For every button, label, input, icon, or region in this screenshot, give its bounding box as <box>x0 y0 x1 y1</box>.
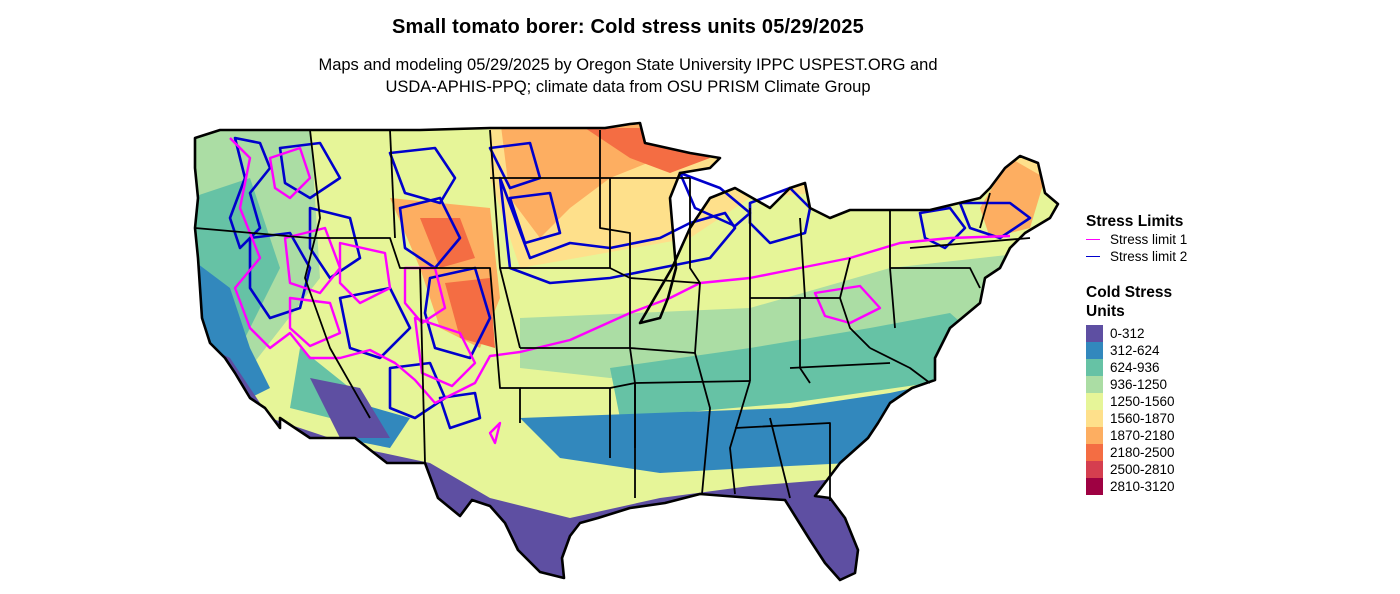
state-border <box>889 267 896 329</box>
cold-stress-zone <box>310 378 390 438</box>
csu-swatch <box>1086 325 1103 342</box>
map-title: Small tomato borer: Cold stress units 05… <box>392 16 864 38</box>
csu-legend-items: 0-312 312-624 624-936 936-1250 1250-1560 1560… <box>1086 325 1196 495</box>
cold-stress-zone <box>520 380 950 473</box>
csu-label: 2500-2810 <box>1110 462 1175 477</box>
stress-limit-1-contour <box>229 137 1011 405</box>
csu-swatch <box>1086 342 1103 359</box>
state-border <box>890 267 981 289</box>
csu-legend-item: 1250-1560 <box>1086 393 1196 410</box>
stress-limits-legend-title: Stress Limits <box>1086 213 1184 230</box>
csu-swatch <box>1086 393 1103 410</box>
csu-label: 1560-1870 <box>1110 411 1175 426</box>
csu-legend-item: 1560-1870 <box>1086 410 1196 427</box>
csu-legend-title: Cold Stress Units <box>1086 284 1173 320</box>
state-border <box>789 362 891 369</box>
stress-limit-1-contour <box>288 296 342 348</box>
state-border <box>599 130 631 348</box>
csu-label: 2180-2500 <box>1110 445 1175 460</box>
csu-legend-item: 312-624 <box>1086 342 1196 359</box>
stress-limit-1-contour <box>813 284 882 325</box>
csu-swatch <box>1086 359 1103 376</box>
legend-key-limit-1 <box>1086 239 1100 240</box>
cold-stress-zone <box>420 218 475 268</box>
state-border <box>194 227 521 423</box>
csu-swatch <box>1086 376 1103 393</box>
subtitle-line-1: Maps and modeling 05/29/2025 by Oregon S… <box>318 56 938 74</box>
state-border <box>769 417 791 499</box>
csu-legend-item: 624-936 <box>1086 359 1196 376</box>
cold-stress-units-legend: Cold Stress Units 0-312 312-624 624-936 936… <box>1086 283 1196 495</box>
state-border <box>694 352 711 495</box>
legend-item-stress-limit-2: Stress limit 2 <box>1086 248 1187 265</box>
state-border <box>979 192 991 229</box>
legend-item-stress-limit-1: Stress limit 1 <box>1086 231 1187 248</box>
map-subtitle: Maps and modeling 05/29/2025 by Oregon S… <box>0 54 1256 98</box>
subtitle-line-2: USDA-APHIS-PPQ; climate data from OSU PR… <box>385 78 871 96</box>
csu-swatch <box>1086 461 1103 478</box>
state-border <box>520 380 751 389</box>
csu-swatch <box>1086 478 1103 495</box>
csu-label: 312-624 <box>1110 343 1160 358</box>
stress-limit-2-contour <box>678 171 752 228</box>
stress-limit-2-contour <box>308 206 362 280</box>
stress-limit-1-contour <box>488 421 502 445</box>
stress-limit-1-contour <box>413 316 477 388</box>
stress-limit-2-contour <box>388 146 457 205</box>
stress-limit-1-contour <box>283 226 342 295</box>
state-border <box>800 297 871 349</box>
state-border <box>799 217 806 299</box>
stress-limit-1-contour <box>268 146 312 200</box>
state-border <box>839 257 851 299</box>
state-border <box>750 297 811 384</box>
csu-label: 0-312 <box>1110 326 1145 341</box>
csu-label: 1870-2180 <box>1110 428 1175 443</box>
csu-label: 1250-1560 <box>1110 394 1175 409</box>
state-border <box>419 267 426 464</box>
stress-limit-2-contour <box>498 176 737 285</box>
csu-legend-item: 2180-2500 <box>1086 444 1196 461</box>
stress-limit-2-contour <box>338 286 412 360</box>
csu-label: 624-936 <box>1110 360 1160 375</box>
state-border <box>869 347 931 384</box>
csu-legend-item: 1870-2180 <box>1086 427 1196 444</box>
us-cold-stress-map <box>193 121 1060 582</box>
legend-label-limit-2: Stress limit 2 <box>1110 249 1188 264</box>
state-border <box>909 237 1031 249</box>
csu-legend-item: 2500-2810 <box>1086 461 1196 478</box>
stress-limit-2-contour <box>228 136 272 250</box>
csu-label: 936-1250 <box>1110 377 1168 392</box>
stress-limit-2-contour <box>398 196 462 270</box>
csu-swatch <box>1086 410 1103 427</box>
legend-label-limit-1: Stress limit 1 <box>1110 232 1188 247</box>
stress-limit-2-contour <box>958 201 1032 240</box>
state-border <box>689 178 701 354</box>
legend-key-limit-2 <box>1086 256 1100 257</box>
csu-label: 2810-3120 <box>1110 479 1175 494</box>
stress-limits-legend: Stress Limits Stress limit 1 Stress limi… <box>1086 212 1187 265</box>
csu-legend-item: 2810-3120 <box>1086 478 1196 495</box>
stress-limit-2-contour <box>438 391 482 430</box>
stress-limit-1-contour <box>338 241 392 305</box>
state-border <box>389 129 396 239</box>
csu-legend-item: 936-1250 <box>1086 376 1196 393</box>
stress-limit-2-contour <box>248 231 312 320</box>
state-border <box>729 380 751 495</box>
csu-legend-item: 0-312 <box>1086 325 1196 342</box>
stress-limit-2-contour <box>278 141 342 200</box>
state-border <box>304 129 371 419</box>
csu-swatch <box>1086 427 1103 444</box>
csu-swatch <box>1086 444 1103 461</box>
